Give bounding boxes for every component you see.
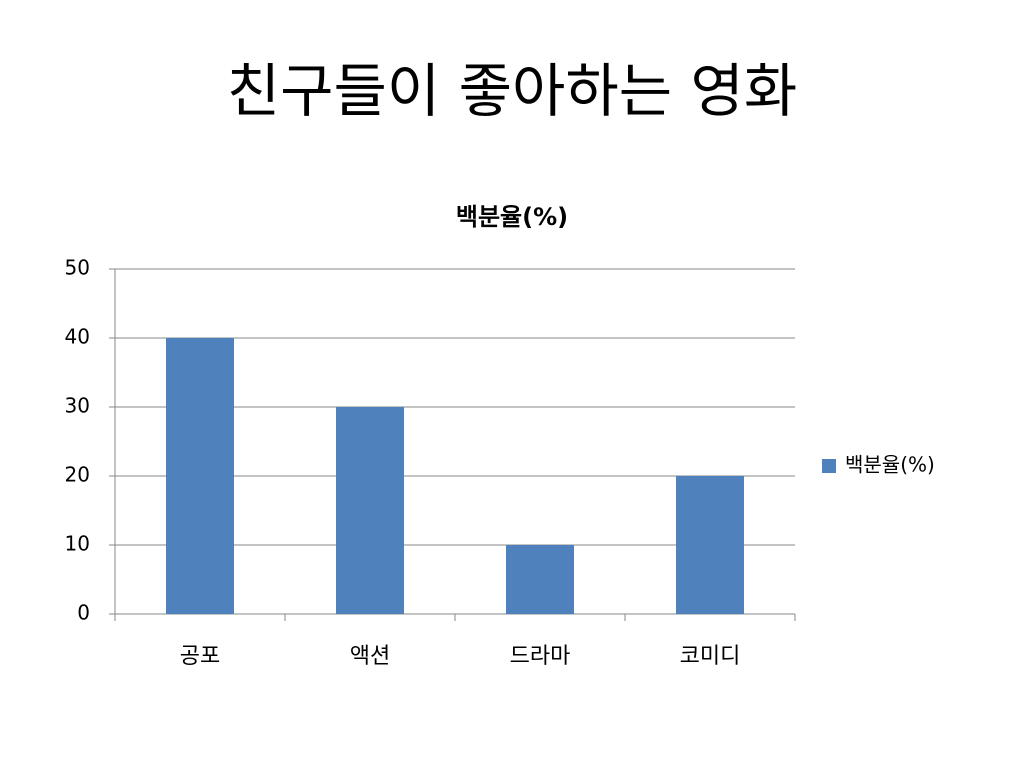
x-tick-label: 드라마 (510, 644, 571, 669)
x-tick-label: 액션 (350, 644, 390, 669)
slide-title: 친구들이 좋아하는 영화 (227, 57, 797, 125)
y-tick-label: 50 (65, 256, 90, 280)
chart-title: 백분율(%) (456, 203, 568, 231)
y-tick-label: 20 (65, 463, 90, 487)
x-tick-label: 코미디 (680, 644, 741, 669)
y-tick-label: 0 (77, 601, 90, 625)
bar (676, 476, 744, 614)
legend-swatch (822, 459, 836, 473)
y-tick-label: 40 (65, 325, 90, 349)
legend-label: 백분율(%) (845, 453, 935, 477)
y-tick-label: 30 (65, 394, 90, 418)
bar (506, 545, 574, 614)
x-tick-label: 공포 (180, 644, 220, 669)
bar (166, 338, 234, 614)
bar (336, 407, 404, 614)
y-tick-label: 10 (65, 532, 90, 556)
